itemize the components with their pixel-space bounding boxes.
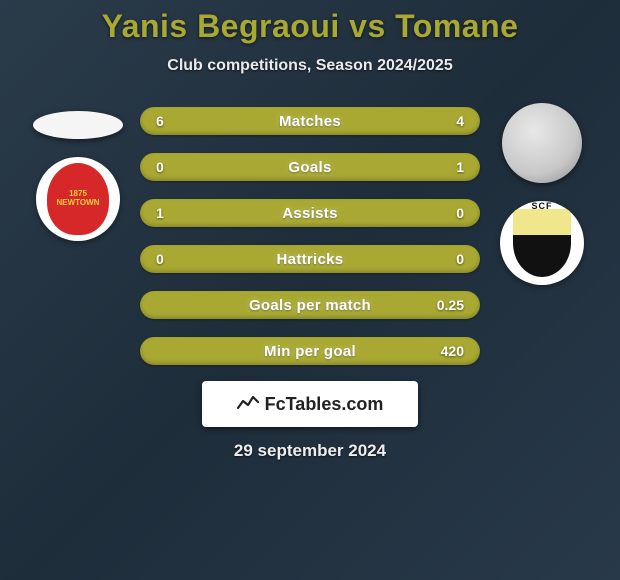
comparison-card: Yanis Begraoui vs Tomane Club competitio…: [0, 0, 620, 461]
brand-box[interactable]: FcTables.com: [202, 381, 418, 427]
stat-row: 1 Assists 0: [140, 199, 480, 227]
stat-label: Matches: [279, 113, 341, 130]
brand-text: FcTables.com: [265, 394, 384, 415]
stat-right-value: 1: [456, 159, 464, 175]
stat-label: Hattricks: [277, 251, 344, 268]
stat-right-value: 0: [456, 251, 464, 267]
right-player-photo: [502, 103, 582, 183]
stat-row: 6 Matches 4: [140, 107, 480, 135]
right-column: [492, 103, 592, 285]
chart-icon: [237, 393, 259, 416]
stat-label: Assists: [282, 205, 337, 222]
left-player-photo: [33, 111, 123, 139]
stat-left-value: 0: [156, 159, 164, 175]
stat-row: Min per goal 420: [140, 337, 480, 365]
stat-row: Goals per match 0.25: [140, 291, 480, 319]
content-row: 1875NEWTOWN 6 Matches 4 0 Goals 1 1 Assists 0 0 Ha…: [0, 103, 620, 365]
left-club-badge: 1875NEWTOWN: [36, 157, 120, 241]
stat-label: Min per goal: [264, 343, 356, 360]
stat-row: 0 Goals 1: [140, 153, 480, 181]
stat-right-value: 420: [441, 343, 464, 359]
stat-right-value: 0.25: [437, 297, 464, 313]
left-badge-text: 1875NEWTOWN: [57, 190, 100, 208]
stat-left-value: 0: [156, 251, 164, 267]
stat-left-value: 6: [156, 113, 164, 129]
stat-row: 0 Hattricks 0: [140, 245, 480, 273]
date-text: 29 september 2024: [234, 441, 386, 461]
stat-label: Goals: [288, 159, 331, 176]
stat-label: Goals per match: [249, 297, 371, 314]
right-club-badge: [500, 201, 584, 285]
left-column: 1875NEWTOWN: [28, 103, 128, 241]
stat-right-value: 4: [456, 113, 464, 129]
stat-left-value: 1: [156, 205, 164, 221]
left-club-badge-inner: 1875NEWTOWN: [47, 163, 109, 235]
page-title: Yanis Begraoui vs Tomane: [0, 8, 620, 45]
footer: FcTables.com 29 september 2024: [0, 381, 620, 461]
subtitle: Club competitions, Season 2024/2025: [0, 57, 620, 75]
stat-bars: 6 Matches 4 0 Goals 1 1 Assists 0 0 Hattricks 0 Goal…: [140, 103, 480, 365]
stat-right-value: 0: [456, 205, 464, 221]
right-club-badge-inner: [513, 209, 571, 277]
